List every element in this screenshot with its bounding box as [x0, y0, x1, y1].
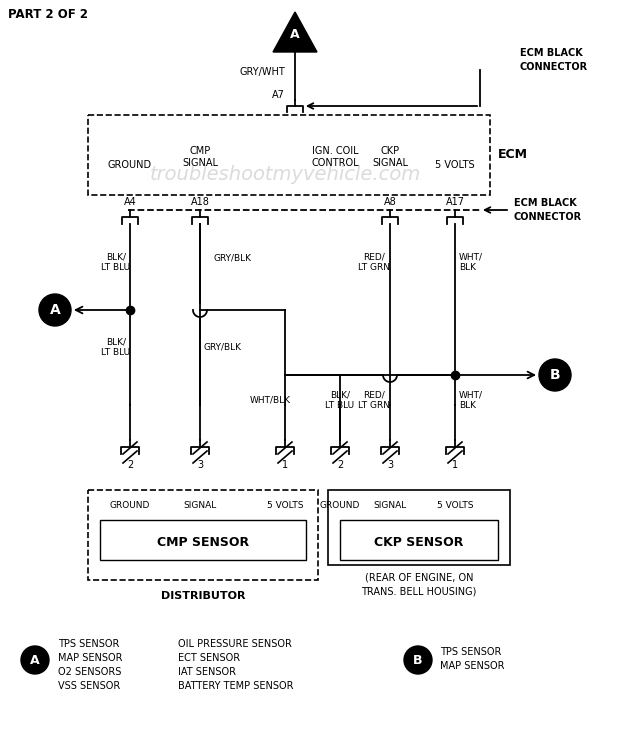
Text: ECM: ECM [498, 148, 528, 161]
Text: GRY/BLK: GRY/BLK [204, 343, 242, 352]
Text: 3: 3 [197, 460, 203, 470]
Text: IAT SENSOR: IAT SENSOR [178, 667, 236, 677]
Text: (REAR OF ENGINE, ON
TRANS. BELL HOUSING): (REAR OF ENGINE, ON TRANS. BELL HOUSING) [362, 573, 476, 596]
Text: 1: 1 [282, 460, 288, 470]
Text: WHT/
BLK: WHT/ BLK [459, 252, 483, 272]
Text: IGN. COIL
CONTROL: IGN. COIL CONTROL [311, 146, 359, 168]
Bar [328, 490, 510, 565]
Text: 2: 2 [337, 460, 343, 470]
Text: ECM BLACK
CONNECTOR: ECM BLACK CONNECTOR [520, 49, 588, 71]
Text: CKP
SIGNAL: CKP SIGNAL [372, 146, 408, 168]
Circle shape [21, 646, 49, 674]
Text: BLK/
LT BLU: BLK/ LT BLU [101, 252, 130, 272]
Text: ECM BLACK
CONNECTOR: ECM BLACK CONNECTOR [514, 199, 582, 221]
Text: TPS SENSOR: TPS SENSOR [440, 647, 501, 657]
Text: GRY/BLK: GRY/BLK [214, 254, 252, 262]
Text: A8: A8 [384, 197, 396, 207]
Text: O2 SENSORS: O2 SENSORS [58, 667, 121, 677]
Text: DISTRIBUTOR: DISTRIBUTOR [161, 591, 245, 601]
Text: A17: A17 [446, 197, 465, 207]
Text: A7: A7 [272, 90, 285, 100]
Text: GRY/WHT: GRY/WHT [239, 67, 285, 77]
Text: ECT SENSOR: ECT SENSOR [178, 653, 240, 663]
Text: B: B [413, 653, 423, 667]
Text: SIGNAL: SIGNAL [373, 502, 407, 511]
Text: TPS SENSOR: TPS SENSOR [58, 639, 119, 649]
Text: GROUND: GROUND [110, 502, 150, 511]
Text: CMP SENSOR: CMP SENSOR [157, 536, 249, 548]
Text: BATTERY TEMP SENSOR: BATTERY TEMP SENSOR [178, 681, 294, 691]
Text: RED/
LT GRN: RED/ LT GRN [358, 252, 390, 272]
Text: SIGNAL: SIGNAL [184, 502, 217, 511]
Text: MAP SENSOR: MAP SENSOR [440, 661, 504, 671]
Text: A4: A4 [124, 197, 137, 207]
Text: RED/
LT GRN: RED/ LT GRN [358, 390, 390, 410]
Circle shape [539, 359, 571, 391]
Text: BLK/
LT BLU: BLK/ LT BLU [101, 338, 130, 357]
Text: MAP SENSOR: MAP SENSOR [58, 653, 122, 663]
Circle shape [39, 294, 71, 326]
Text: BLK/
LT BLU: BLK/ LT BLU [326, 390, 355, 410]
Text: WHT/BLK: WHT/BLK [250, 395, 290, 404]
Text: A: A [290, 28, 300, 40]
Bar [340, 520, 498, 560]
Text: CMP
SIGNAL: CMP SIGNAL [182, 146, 218, 168]
Text: A: A [49, 303, 61, 317]
Text: 5 VOLTS: 5 VOLTS [435, 160, 475, 170]
Bar [88, 115, 490, 195]
Text: 1: 1 [452, 460, 458, 470]
Circle shape [404, 646, 432, 674]
Bar [88, 490, 318, 580]
Text: troubleshootmyvehicle.com: troubleshootmyvehicle.com [150, 166, 421, 184]
Text: OIL PRESSURE SENSOR: OIL PRESSURE SENSOR [178, 639, 292, 649]
Text: 5 VOLTS: 5 VOLTS [437, 502, 473, 511]
Text: 3: 3 [387, 460, 393, 470]
Text: A: A [30, 653, 40, 667]
Text: B: B [549, 368, 561, 382]
Bar [100, 520, 306, 560]
Polygon shape [273, 12, 317, 52]
Text: 5 VOLTS: 5 VOLTS [267, 502, 303, 511]
Text: VSS SENSOR: VSS SENSOR [58, 681, 121, 691]
Text: 2: 2 [127, 460, 133, 470]
Text: A18: A18 [190, 197, 210, 207]
Text: WHT/
BLK: WHT/ BLK [459, 390, 483, 410]
Text: PART 2 OF 2: PART 2 OF 2 [8, 8, 88, 20]
Text: CKP SENSOR: CKP SENSOR [375, 536, 464, 548]
Text: GROUND: GROUND [108, 160, 152, 170]
Text: GROUND: GROUND [320, 502, 360, 511]
